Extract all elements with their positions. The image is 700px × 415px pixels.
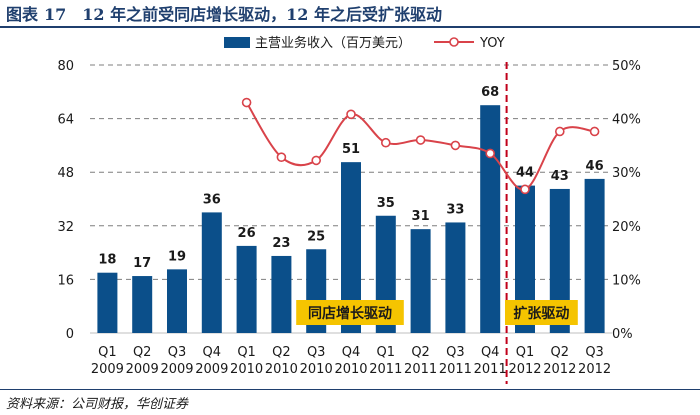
legend-bar-swatch <box>224 37 250 48</box>
y-right-tick-label: 0% <box>612 327 633 342</box>
x-tick-label: Q3 <box>446 345 465 360</box>
y-left-tick-label: 80 <box>57 59 74 74</box>
bar-value-label: 17 <box>133 256 151 271</box>
x-tick-label: Q2 <box>551 345 570 360</box>
bar-value-label: 46 <box>586 159 604 174</box>
x-tick-label: Q3 <box>585 345 604 360</box>
x-tick-label: 2010 <box>300 362 333 377</box>
bar <box>480 105 501 333</box>
figure-number: 17 <box>44 5 67 24</box>
y-left-tick-label: 48 <box>57 166 74 181</box>
bar-value-label: 51 <box>342 142 360 157</box>
bar <box>341 162 361 333</box>
x-tick-label: 2009 <box>126 362 159 377</box>
x-tick-label: Q1 <box>98 345 117 360</box>
x-tick-label: 2010 <box>265 362 298 377</box>
yoy-point <box>311 155 322 166</box>
yoy-point <box>520 184 530 195</box>
x-tick-label: 2010 <box>334 362 367 377</box>
yoy-line <box>245 101 595 191</box>
x-tick-label: 2009 <box>160 362 193 377</box>
x-tick-label: Q2 <box>272 345 291 360</box>
yoy-point <box>450 140 461 151</box>
bar-value-label: 68 <box>481 85 499 100</box>
source-note: 资料来源：公司财报，华创证券 <box>6 397 189 412</box>
x-tick-label: Q2 <box>133 345 152 360</box>
legend-line-marker <box>449 37 459 47</box>
x-tick-label: 2012 <box>543 362 576 377</box>
bar-value-label: 33 <box>446 202 464 217</box>
yoy-point <box>589 126 600 137</box>
x-tick-label: Q1 <box>516 345 535 360</box>
x-tick-label: 2012 <box>508 362 541 377</box>
x-tick-label: 2011 <box>474 362 507 377</box>
bar <box>201 212 222 333</box>
annotation-badge <box>505 300 578 325</box>
x-tick-label: 2009 <box>195 362 228 377</box>
bar-value-label: 25 <box>307 229 325 244</box>
x-tick-label: 2012 <box>578 362 611 377</box>
bar-value-label: 26 <box>238 226 256 241</box>
bar <box>445 222 466 333</box>
y-left-tick-label: 0 <box>66 327 74 342</box>
yoy-point <box>485 148 496 159</box>
x-tick-label: Q3 <box>307 345 326 360</box>
yoy-point <box>241 97 252 108</box>
bar-value-label: 35 <box>377 196 395 211</box>
annotation-badge-text: 同店增长驱动 <box>308 305 392 322</box>
yoy-point <box>554 126 565 137</box>
legend-line-label: YOY <box>479 36 505 51</box>
y-right-tick-label: 40% <box>612 113 641 128</box>
bar <box>410 229 431 333</box>
bar <box>167 269 187 333</box>
annotation-badge-text: 扩张驱动 <box>513 305 569 322</box>
y-left-tick-label: 16 <box>57 273 74 288</box>
x-tick-label: Q1 <box>237 345 256 360</box>
x-tick-label: Q1 <box>377 345 396 360</box>
x-tick-label: Q4 <box>203 345 222 360</box>
bar <box>97 272 118 333</box>
yoy-point <box>415 135 426 145</box>
bar <box>236 245 257 333</box>
yoy-point <box>380 137 391 148</box>
yoy-point <box>346 109 356 120</box>
bar <box>271 255 292 333</box>
bar <box>132 276 153 333</box>
bar <box>584 178 605 333</box>
annotation-badge <box>296 300 404 325</box>
bar-value-label: 36 <box>203 192 221 207</box>
bar <box>515 185 535 333</box>
bar-value-label: 19 <box>168 249 186 264</box>
x-tick-label: Q4 <box>342 345 361 360</box>
x-tick-label: 2011 <box>369 362 402 377</box>
bar-value-label: 31 <box>412 209 430 224</box>
bar-value-label: 44 <box>516 166 534 181</box>
figure-title: 图表 17 12 年之前受同店增长驱动，12 年之后受扩张驱动 <box>6 1 442 25</box>
y-right-tick-label: 20% <box>612 220 641 235</box>
x-tick-label: 2011 <box>404 362 437 377</box>
x-tick-label: 2009 <box>91 362 124 377</box>
bar-value-label: 18 <box>98 253 116 268</box>
figure-label: 图表 <box>6 5 39 24</box>
x-tick-label: 2010 <box>230 362 263 377</box>
y-right-tick-label: 30% <box>612 166 641 181</box>
y-left-tick-label: 32 <box>57 220 74 235</box>
y-left-tick-label: 64 <box>57 113 74 128</box>
figure-heading: 12 年之前受同店增长驱动，12 年之后受扩张驱动 <box>82 5 442 24</box>
x-tick-label: 2011 <box>439 362 472 377</box>
x-tick-label: Q2 <box>411 345 430 360</box>
bar <box>549 188 570 333</box>
x-tick-label: Q3 <box>168 345 187 360</box>
source-rule <box>0 389 700 390</box>
legend-bar-label: 主营业务收入（百万美元） <box>255 35 411 51</box>
bar-value-label: 43 <box>551 169 569 184</box>
x-tick-label: Q4 <box>481 345 500 360</box>
bar-value-label: 23 <box>272 236 290 251</box>
title-rule <box>0 26 700 28</box>
yoy-point <box>276 152 287 162</box>
y-right-tick-label: 10% <box>612 273 641 288</box>
y-right-tick-label: 50% <box>612 59 641 74</box>
